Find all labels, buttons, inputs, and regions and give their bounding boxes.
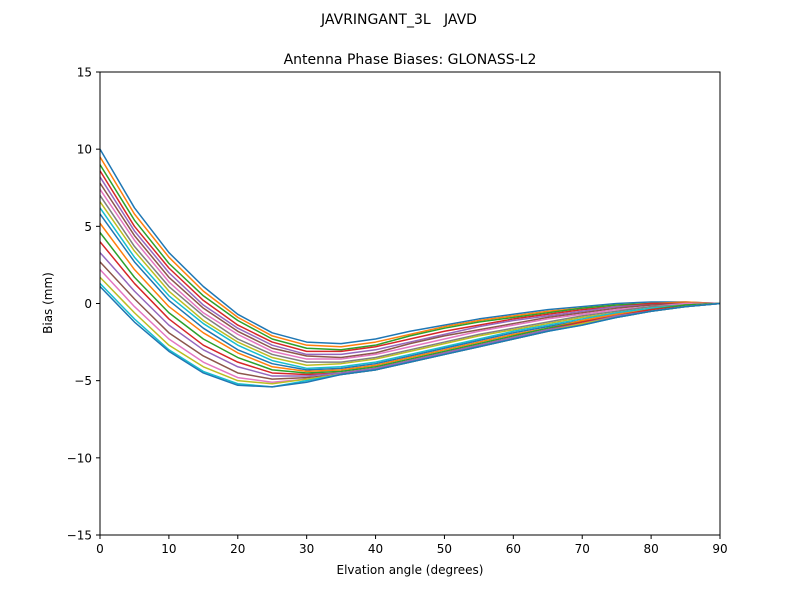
x-tick-label: 40 <box>368 542 383 556</box>
series-line-8 <box>99 195 721 363</box>
x-tick-label: 30 <box>299 542 314 556</box>
x-tick-label: 80 <box>643 542 658 556</box>
series-line-10 <box>99 207 721 370</box>
x-tick-label: 0 <box>96 542 104 556</box>
y-tick-label: 10 <box>77 143 92 157</box>
x-axis-label: Elvation angle (degrees) <box>337 563 484 577</box>
y-tick-label: −15 <box>67 529 92 543</box>
y-tick-label: 5 <box>84 220 92 234</box>
series-line-20 <box>99 285 721 388</box>
y-tick-label: −5 <box>74 374 92 388</box>
x-tick-label: 60 <box>506 542 521 556</box>
x-tick-label: 50 <box>437 542 452 556</box>
chart-title: Antenna Phase Biases: GLONASS-L2 <box>284 52 537 68</box>
y-tick-label: −10 <box>67 451 92 465</box>
y-tick-label: 15 <box>77 66 92 80</box>
series-line-6 <box>99 182 720 359</box>
series-line-5 <box>99 176 720 356</box>
x-tick-label: 20 <box>230 542 245 556</box>
series-line-15 <box>99 252 721 377</box>
x-tick-label: 10 <box>161 542 176 556</box>
series-line-7 <box>99 188 720 360</box>
tick-layer: 0 10 20 30 40 50 60 70 80 90 −15 −10 −5 0 5 10 15 <box>67 66 728 557</box>
x-tick-label: 70 <box>575 542 590 556</box>
y-tick-label: 0 <box>84 297 92 311</box>
y-axis-label: Bias (mm) <box>41 272 55 334</box>
series-layer <box>99 148 721 388</box>
series-line-3 <box>99 164 720 351</box>
series-line-1 <box>99 148 721 345</box>
figure-suptitle: JAVRINGANT_3L JAVD <box>320 12 477 28</box>
series-line-12 <box>99 222 721 373</box>
x-tick-label: 90 <box>712 542 727 556</box>
